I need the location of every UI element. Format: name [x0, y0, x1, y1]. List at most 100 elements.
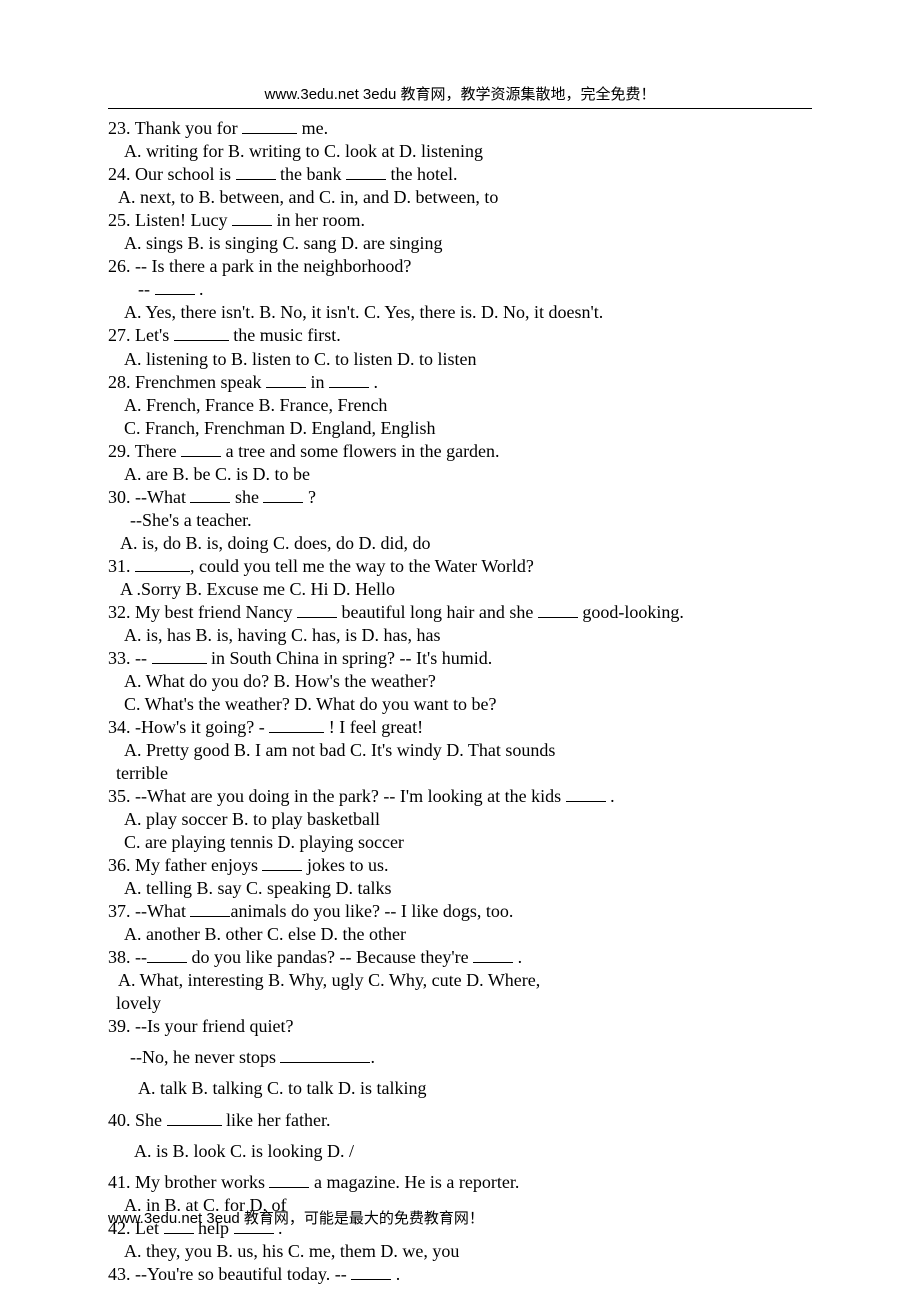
q-num: 24. — [108, 164, 131, 184]
option-c: C. Hi — [290, 579, 329, 599]
option-a: A. are — [124, 464, 168, 484]
question-26: 26. -- Is there a park in the neighborho… — [108, 255, 812, 324]
option-c: C. has, is — [291, 625, 357, 645]
option-a: A. sings — [124, 233, 183, 253]
q-num: 34. — [108, 717, 131, 737]
option-d: D. England, English — [289, 418, 435, 438]
option-b: B. to play basketball — [232, 809, 380, 829]
option-d: D. What do you want to be? — [294, 694, 496, 714]
option-b: B. Excuse me — [186, 579, 285, 599]
question-31: 31. , could you tell me the way to the W… — [108, 555, 812, 601]
header-divider — [108, 108, 812, 109]
q-num: 36. — [108, 855, 131, 875]
q-num: 31. — [108, 556, 131, 576]
option-d: D. / — [327, 1141, 354, 1161]
q-num: 26. — [108, 256, 131, 276]
question-39: 39. --Is your friend quiet? --No, he nev… — [108, 1015, 812, 1100]
option-c: C. Why, cute — [368, 970, 461, 990]
option-c: C. What's the weather? — [124, 694, 290, 714]
option-a: A. Yes, there isn't. — [124, 302, 255, 322]
q-num: 32. — [108, 602, 131, 622]
q-num: 39. — [108, 1016, 131, 1036]
question-36: 36. My father enjoys jokes to us. A. tel… — [108, 854, 812, 900]
q-num: 40. — [108, 1110, 131, 1130]
q-num: 25. — [108, 210, 131, 230]
option-a: A. next, to — [118, 187, 194, 207]
q-num: 28. — [108, 372, 131, 392]
option-d: D. playing soccer — [277, 832, 403, 852]
option-c: C. look at — [324, 141, 395, 161]
option-c: C. It's windy — [350, 740, 442, 760]
option-d: D. are singing — [341, 233, 442, 253]
page-header: www.3edu.net 3edu 教育网，教学资源集散地，完全免费！ — [108, 85, 812, 104]
question-40: 40. She like her father. A. is B. look C… — [108, 1109, 812, 1163]
option-b: B. Why, ugly — [268, 970, 364, 990]
option-b: B. How's the weather? — [274, 671, 436, 691]
page-footer: www.3edu.net 3eud 教育网，可能是最大的免费教育网！ — [108, 1209, 484, 1228]
question-24: 24. Our school is the bank the hotel. A.… — [108, 163, 812, 209]
option-c: C. speaking — [246, 878, 331, 898]
option-a: A. is — [134, 1141, 168, 1161]
option-d: D. No, it doesn't. — [481, 302, 603, 322]
question-27: 27. Let's the music first. A. listening … — [108, 324, 812, 370]
option-a: A. is, do — [120, 533, 181, 553]
option-d: D. talks — [336, 878, 392, 898]
option-c: C. in, and — [319, 187, 389, 207]
option-a: A. telling — [124, 878, 192, 898]
option-b: B. is, having — [196, 625, 287, 645]
option-c: C. sang — [283, 233, 337, 253]
question-37: 37. --What animals do you like? -- I lik… — [108, 900, 812, 946]
question-43: 43. --You're so beautiful today. -- . — [108, 1263, 812, 1286]
option-b: B. us, his — [216, 1241, 283, 1261]
q-num: 43. — [108, 1264, 131, 1284]
question-34: 34. -How's it going? - ! I feel great! A… — [108, 716, 812, 785]
option-a: A. French, France — [124, 395, 254, 415]
option-c: C. are playing tennis — [124, 832, 273, 852]
option-d: D. listening — [399, 141, 483, 161]
option-d: D. the other — [320, 924, 405, 944]
option-a: A. writing for — [124, 141, 223, 161]
option-a: A. What do you do? — [124, 671, 269, 691]
option-c: C. to listen — [314, 349, 393, 369]
option-d: D. has, has — [362, 625, 441, 645]
option-b: B. look — [173, 1141, 226, 1161]
option-b: B. be — [172, 464, 210, 484]
option-c: C. does, do — [273, 533, 354, 553]
question-23: 23. Thank you for me. A. writing for B. … — [108, 117, 812, 163]
q-num: 37. — [108, 901, 131, 921]
q-num: 41. — [108, 1172, 131, 1192]
option-b: B. other — [204, 924, 262, 944]
question-33: 33. -- in South China in spring? -- It's… — [108, 647, 812, 716]
option-b: B. I am not bad — [234, 740, 345, 760]
option-c: C. me, them — [288, 1241, 376, 1261]
question-25: 25. Listen! Lucy in her room. A. sings B… — [108, 209, 812, 255]
q-num: 29. — [108, 441, 131, 461]
option-b: B. say — [197, 878, 242, 898]
q-num: 30. — [108, 487, 131, 507]
option-d: D. is talking — [338, 1078, 427, 1098]
option-b: B. between, and — [199, 187, 315, 207]
option-c: C. Yes, there is. — [364, 302, 477, 322]
question-32: 32. My best friend Nancy beautiful long … — [108, 601, 812, 647]
option-d: D. Where, — [466, 970, 540, 990]
option-a: A. play soccer — [124, 809, 227, 829]
option-a: A. is, has — [124, 625, 191, 645]
q-num: 33. — [108, 648, 131, 668]
option-b: B. talking — [192, 1078, 263, 1098]
q-num: 27. — [108, 325, 131, 345]
option-c: C. else — [267, 924, 316, 944]
option-a: A. listening to — [124, 349, 227, 369]
q-num: 38. — [108, 947, 131, 967]
option-b: B. is, doing — [186, 533, 269, 553]
question-30: 30. --What she ? --She's a teacher. A. i… — [108, 486, 812, 555]
option-d: D. Hello — [333, 579, 395, 599]
question-29: 29. There a tree and some flowers in the… — [108, 440, 812, 486]
option-b: B. writing to — [228, 141, 320, 161]
option-d: D. That sounds — [446, 740, 555, 760]
option-b: B. is singing — [188, 233, 279, 253]
q-num: 23. — [108, 118, 131, 138]
option-a: A. another — [124, 924, 200, 944]
option-d: D. did, do — [359, 533, 431, 553]
option-b: B. No, it isn't. — [259, 302, 359, 322]
question-38: 38. -- do you like pandas? -- Because th… — [108, 946, 812, 1015]
